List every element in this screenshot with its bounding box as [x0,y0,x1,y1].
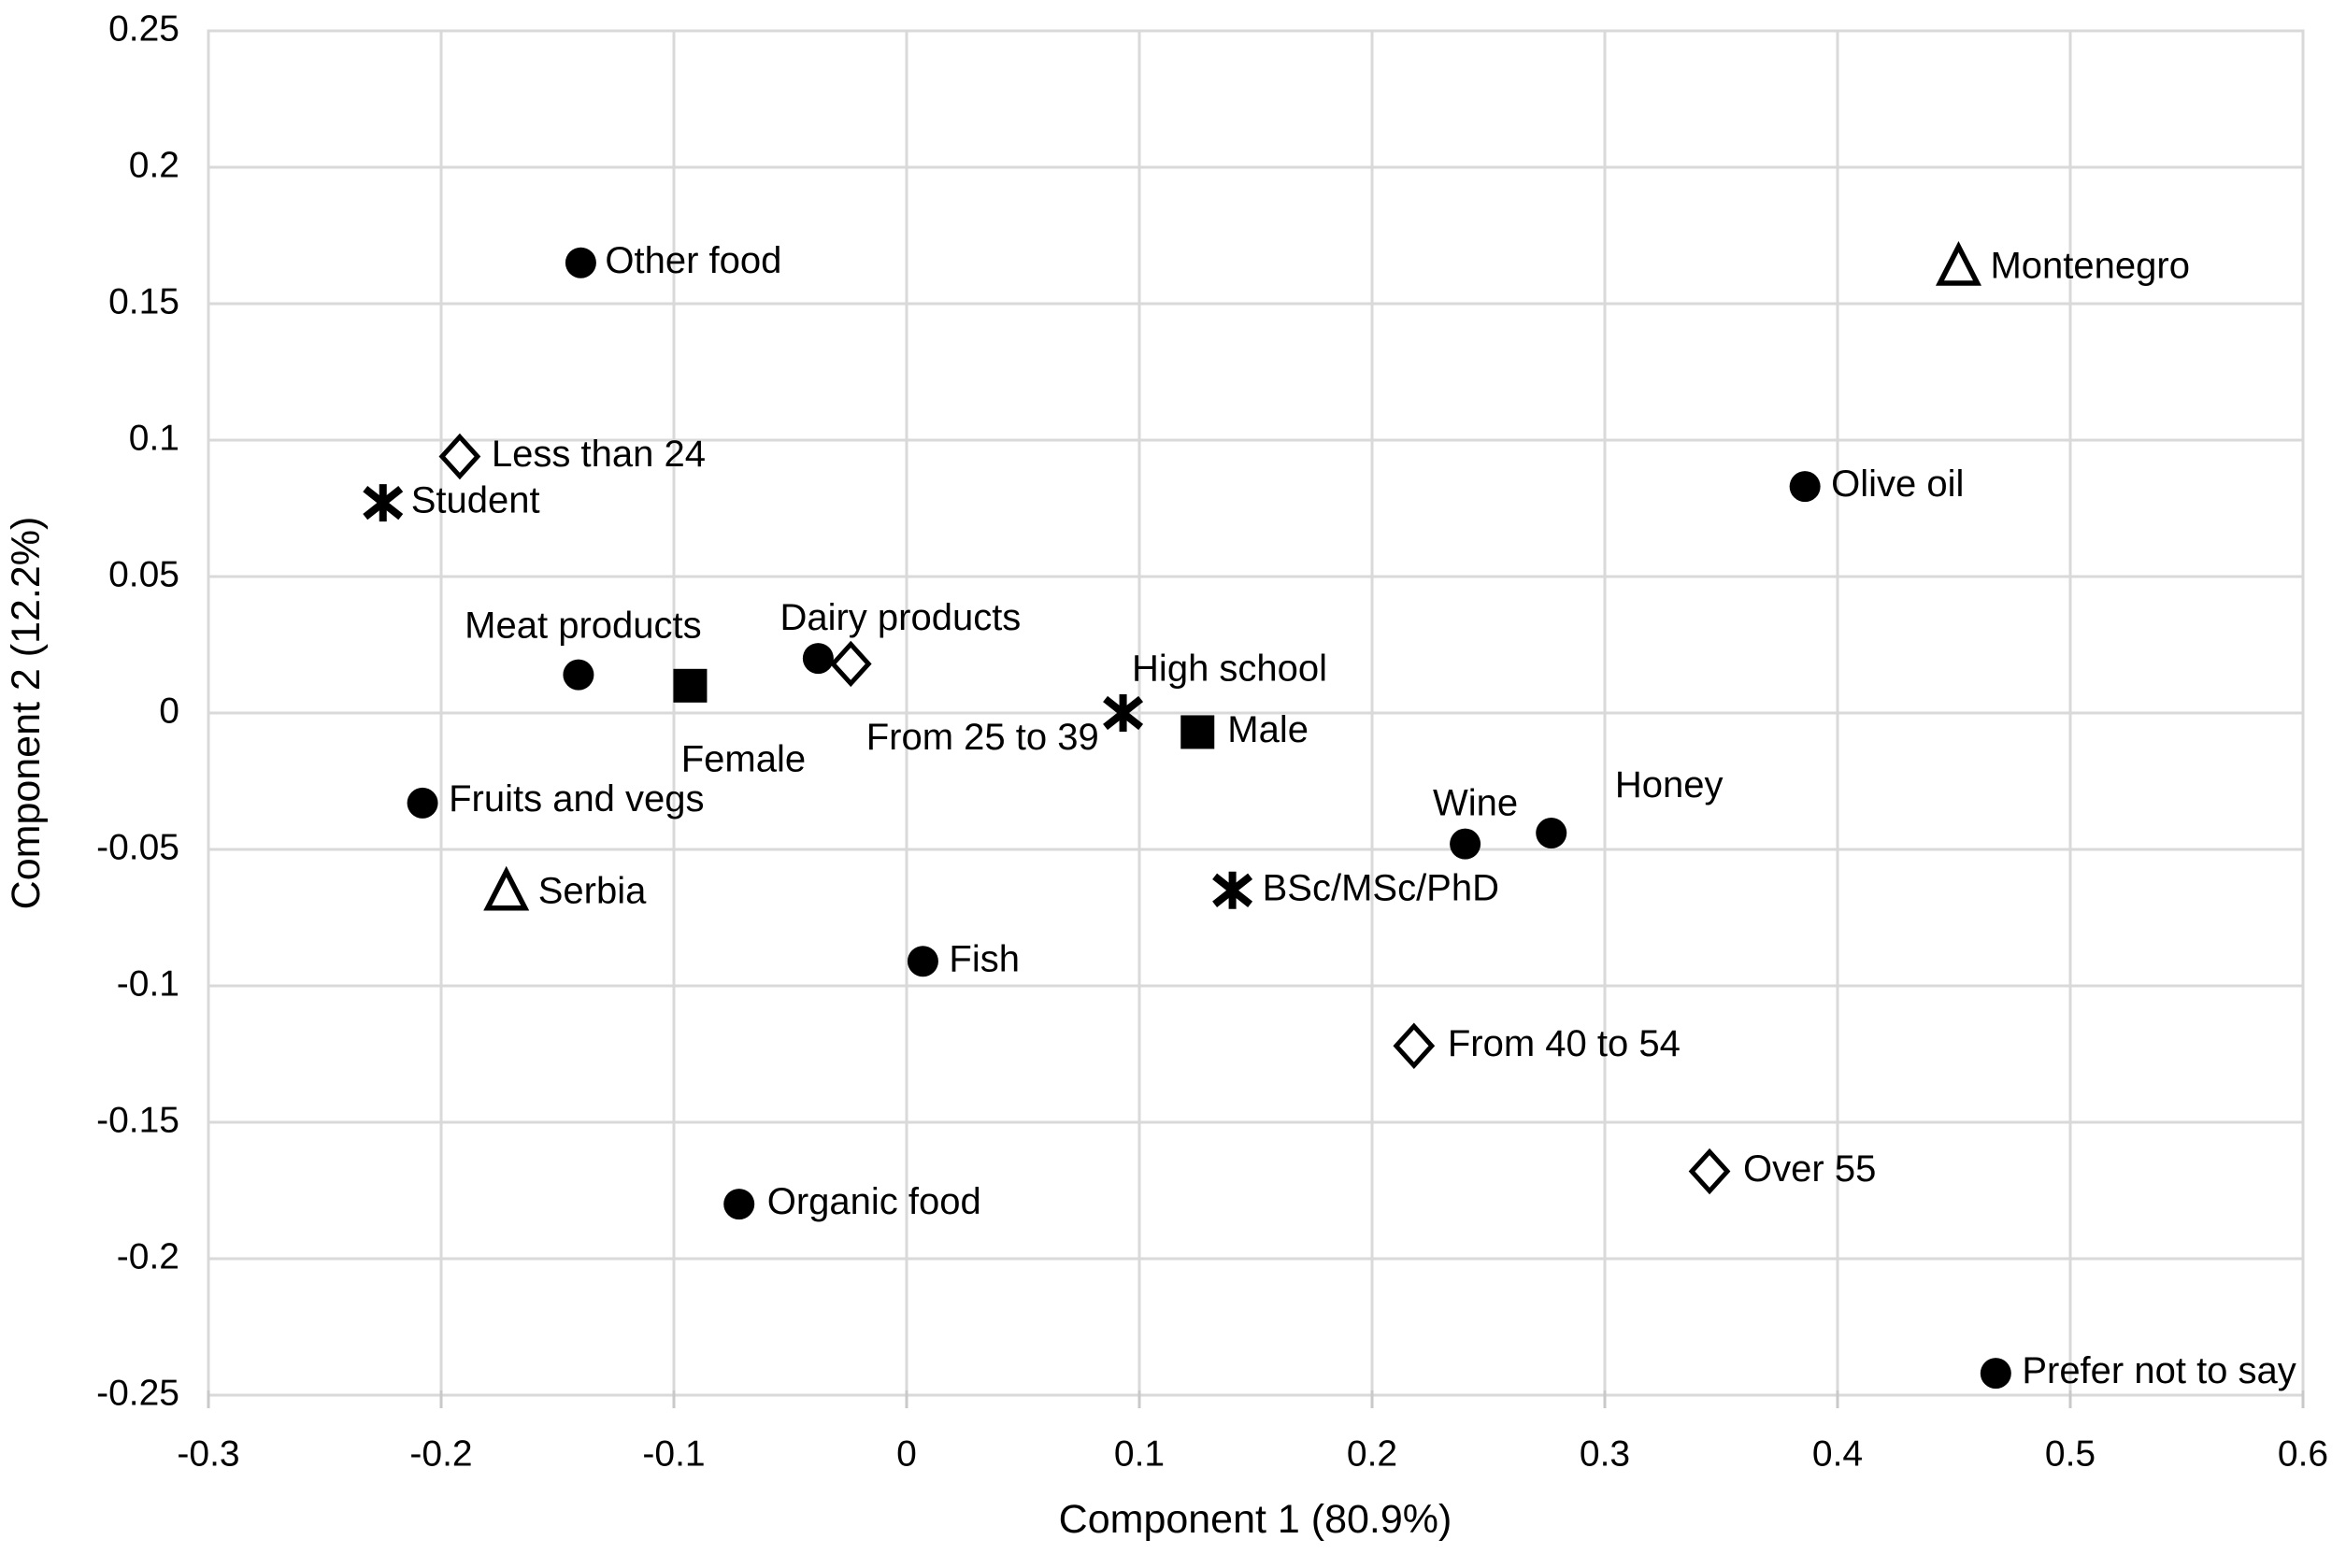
x-tick-label: -0.1 [642,1433,705,1474]
point-label: Olive oil [1831,463,1964,505]
marker-filled-circle [723,1189,755,1220]
y-tick-label: -0.05 [96,827,179,867]
marker-filled-circle [565,247,596,278]
marker-open-triangle [1935,241,1981,286]
y-axis-title: Component 2 (12.2%) [4,517,49,910]
point-label: Honey [1615,764,1724,805]
marker-open-diamond [829,640,872,688]
point-label: BSc/MSc/PhD [1263,867,1499,908]
y-tick-label: 0.15 [108,281,179,321]
point-label: Less than 24 [492,434,706,475]
point-label: Serbia [538,870,647,911]
y-tick-label: 0 [159,691,179,731]
data-points [363,241,2011,1390]
y-tick-label: 0.05 [108,554,179,594]
point-label: High school [1132,649,1327,690]
point-label: Dairy products [780,597,1021,638]
y-tick-label: -0.15 [96,1100,179,1140]
x-tick-label: 0.4 [1812,1433,1863,1474]
y-tick-label: 0.25 [108,8,179,49]
marker-filled-circle [1450,828,1481,860]
point-label: Over 55 [1743,1148,1876,1190]
x-tick-label: 0 [896,1433,917,1474]
marker-filled-circle [1536,817,1567,848]
point-label: Organic food [767,1181,981,1222]
marker-filled-circle [1980,1358,2011,1390]
marker-asterisk [363,484,404,522]
y-tick-label: -0.1 [117,963,179,1004]
asterisk-bar [363,486,404,520]
tick-labels: -0.3 -0.2 -0.1 0 0.1 0.2 0.3 0.4 0.5 0.6 0.25 0.2 0.… [96,8,2328,1474]
marker-open-triangle [483,865,530,911]
y-tick-label: -0.2 [117,1236,179,1276]
marker-filled-circle [407,787,438,819]
x-tick-label: 0.3 [1580,1433,1630,1474]
marker-asterisk [1212,871,1253,909]
point-label: Female [681,738,806,779]
point-label: From 40 to 54 [1448,1023,1681,1064]
marker-filled-square [1180,715,1215,749]
marker-filled-circle [802,643,834,675]
marker-filled-circle [907,946,938,977]
point-label: Meat products [465,606,701,647]
point-label: Fruits and vegs [449,778,704,820]
marker-open-diamond [438,433,481,480]
point-label: Fish [949,938,1020,979]
x-tick-label: -0.3 [177,1433,239,1474]
y-tick-label: 0.1 [129,418,179,458]
point-label: Male [1227,709,1309,750]
gridlines [207,29,2305,1397]
x-tick-label: 0.2 [1347,1433,1397,1474]
point-label: Student [411,480,540,521]
point-label: From 25 to 39 [866,717,1099,758]
y-tick-label: 0.2 [129,145,179,185]
x-tick-label: 0.5 [2045,1433,2096,1474]
point-label: Other food [605,240,781,281]
point-label: Prefer not to say [2022,1350,2296,1391]
x-tick-label: 0.1 [1114,1433,1165,1474]
marker-filled-circle [1789,471,1821,503]
x-axis-title: Component 1 (80.9%) [1059,1497,1452,1542]
point-label: Montenegro [1990,246,2189,287]
marker-open-diamond [1393,1022,1436,1069]
plot-border [207,29,2305,1397]
point-labels: Other food Olive oil Meat products Dairy pr… [411,240,2296,1391]
x-tick-label: 0.6 [2278,1433,2328,1474]
marker-filled-circle [563,659,594,691]
asterisk-bar [1103,695,1144,731]
marker-asterisk [1103,694,1144,732]
point-label: Wine [1433,783,1518,824]
marker-filled-square [673,668,708,703]
asterisk-bar [1212,873,1253,907]
y-tick-label: -0.25 [96,1373,179,1413]
marker-open-diamond [1688,1147,1731,1195]
x-tick-label: -0.2 [409,1433,472,1474]
axis-ticks [207,1390,2305,1408]
